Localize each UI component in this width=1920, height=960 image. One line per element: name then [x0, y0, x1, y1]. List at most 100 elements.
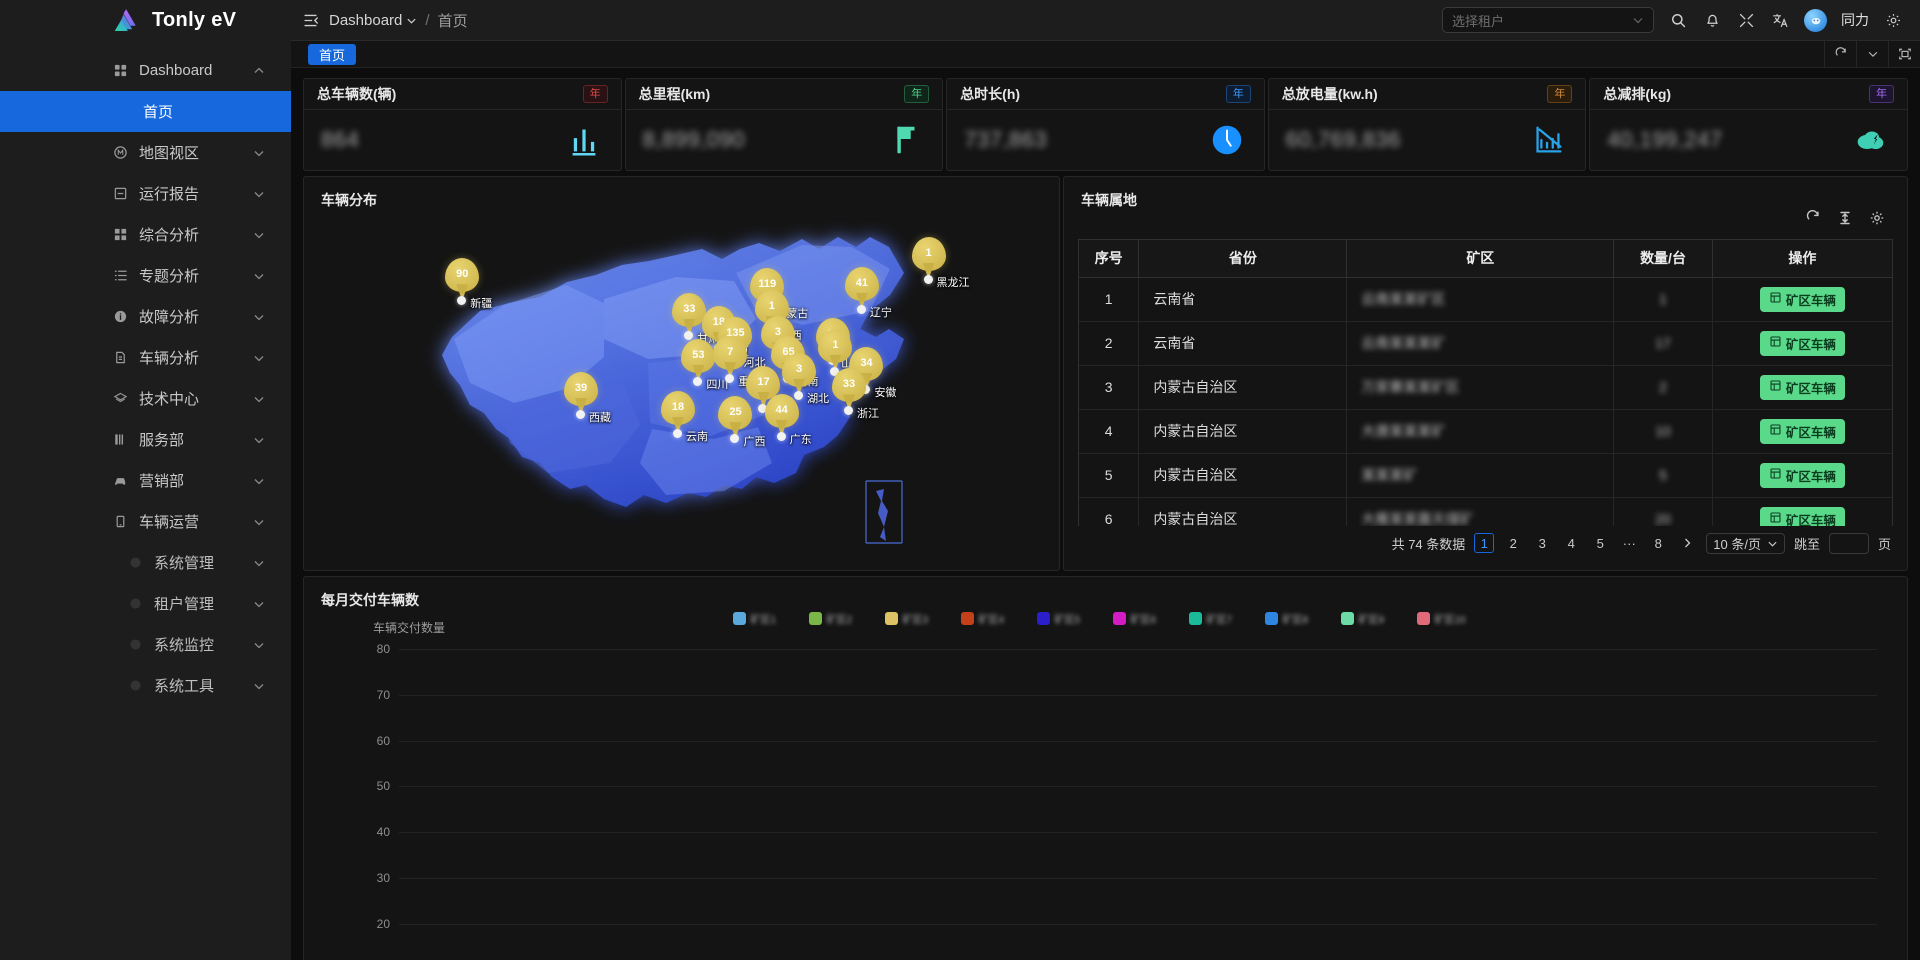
legend-item-2[interactable]: 矿区3	[884, 611, 947, 626]
pagination-page-5[interactable]: 5	[1596, 535, 1604, 551]
table-icon	[1769, 467, 1782, 483]
legend-item-6[interactable]: 矿区7	[1188, 611, 1251, 626]
pagination-page-4[interactable]: 4	[1567, 535, 1575, 551]
info-circle-icon	[113, 309, 128, 324]
avatar[interactable]	[1804, 8, 1827, 32]
map-marker[interactable]: 1江苏	[818, 328, 865, 381]
tab-home[interactable]: 首页	[308, 43, 357, 65]
sidebar-item-tech-center[interactable]: 技术中心	[0, 378, 291, 419]
map-marker[interactable]: 90 新疆	[445, 258, 492, 310]
sidebar-item-map-view[interactable]: 地图视区	[0, 132, 291, 173]
refresh-icon[interactable]	[1824, 40, 1856, 68]
sidebar-item-tenant-management[interactable]: 租户管理	[0, 583, 291, 624]
breadcrumb-root[interactable]: Dashboard	[329, 12, 417, 29]
user-name[interactable]: 同力	[1841, 12, 1869, 28]
mine-vehicles-button[interactable]: 矿区车辆	[1759, 506, 1845, 526]
gear-icon[interactable]	[1883, 10, 1903, 30]
chevron-down-icon	[1768, 541, 1777, 547]
legend-item-9[interactable]: 矿区10	[1416, 611, 1479, 626]
map-marker[interactable]: 33 浙江	[832, 368, 879, 420]
legend-item-0[interactable]: 矿区1	[732, 611, 795, 626]
legend-swatch	[1416, 612, 1430, 625]
stat-card-body: 864	[304, 110, 621, 170]
page-size-select[interactable]: 10 条/页	[1706, 532, 1785, 554]
sidebar-item-home[interactable]: 首页	[0, 91, 291, 132]
jump-page-input[interactable]	[1828, 532, 1869, 554]
pagination-page-1[interactable]: 1	[1474, 533, 1495, 553]
sidebar: Tonly eV Dashboard 首页 地图视区 运行报告 综合分析 专题分析 故障分析…	[0, 0, 291, 960]
gear-icon[interactable]	[1869, 210, 1885, 226]
sidebar-item-system-monitor[interactable]: 系统监控	[0, 624, 291, 665]
map-marker-label: 广西	[743, 436, 766, 449]
mine-vehicles-button[interactable]: 矿区车辆	[1759, 374, 1845, 400]
map-marker[interactable]: 17湖南	[746, 365, 793, 418]
legend-item-7[interactable]: 矿区8	[1264, 611, 1327, 626]
stat-card-period-badge[interactable]: 年	[1225, 85, 1251, 103]
pagination-page-3[interactable]: 3	[1538, 535, 1546, 551]
mine-vehicles-button[interactable]: 矿区车辆	[1759, 330, 1845, 356]
table-scroll-container[interactable]: 序号 省份 矿区 数量/台 操作 1 云南省 云南某某矿区 1 矿区车辆 2 云南省 云南某某某矿 17…	[1078, 239, 1893, 526]
maximize-icon[interactable]	[1888, 40, 1920, 68]
breadcrumb-separator: /	[425, 11, 430, 29]
stat-card-0: 总车辆数(辆) 年 864	[303, 78, 622, 171]
stat-card-period-badge[interactable]: 年	[1868, 85, 1894, 103]
sidebar-item-system-tools[interactable]: 系统工具	[0, 665, 291, 706]
legend-item-1[interactable]: 矿区2	[808, 611, 871, 626]
chart-gridline: 60	[377, 734, 1877, 748]
pagination-page-8[interactable]: 8	[1654, 535, 1662, 551]
refresh-icon[interactable]	[1805, 210, 1821, 226]
legend-item-5[interactable]: 矿区6	[1112, 611, 1175, 626]
sidebar-item-label: 系统监控	[154, 637, 215, 654]
map-marker[interactable]: 39 西藏	[564, 372, 611, 424]
china-map[interactable]: 90新疆39西藏33甘肃18宁夏119内蒙古1山西135河北3陕西15山东41辽…	[304, 177, 1059, 570]
circle-icon	[128, 596, 143, 611]
sidebar-item-dashboard[interactable]: Dashboard	[0, 50, 291, 91]
column-height-icon[interactable]	[1837, 210, 1853, 226]
map-marker[interactable]: 34 安徽	[849, 347, 896, 399]
map-marker-label: 新疆	[470, 298, 493, 311]
bell-icon[interactable]	[1702, 10, 1722, 30]
stat-card-header: 总时长(h) 年	[947, 79, 1264, 110]
sidebar-item-topic-analysis[interactable]: 专题分析	[0, 255, 291, 296]
map-marker[interactable]: 3 湖北	[782, 352, 829, 405]
map-marker-value: 17	[757, 375, 770, 388]
tenant-select[interactable]: 选择租户	[1442, 7, 1654, 33]
legend-item-8[interactable]: 矿区9	[1340, 611, 1403, 626]
map-marker[interactable]: 1 黑龙江	[911, 236, 970, 289]
map-marker[interactable]: 41 辽宁	[844, 266, 892, 319]
tab-bar: 首页	[291, 40, 1920, 68]
brand[interactable]: Tonly eV	[0, 0, 291, 41]
chart-ytick: 70	[376, 687, 390, 702]
stat-card-period-badge[interactable]: 年	[582, 85, 608, 103]
chevron-down-icon	[253, 269, 266, 282]
sidebar-item-fault-analysis[interactable]: 故障分析	[0, 296, 291, 337]
map-marker-label: 湖北	[807, 392, 830, 405]
sidebar-item-run-report[interactable]: 运行报告	[0, 173, 291, 214]
sidebar-item-vehicle-operation[interactable]: 车辆运营	[0, 501, 291, 542]
sidebar-item-comprehensive-analysis[interactable]: 综合分析	[0, 214, 291, 255]
legend-item-4[interactable]: 矿区5	[1036, 611, 1099, 626]
sidebar-item-marketing-dept[interactable]: 营销部	[0, 460, 291, 501]
sidebar-item-service-dept[interactable]: 服务部	[0, 419, 291, 460]
sidebar-item-vehicle-analysis[interactable]: 车辆分析	[0, 337, 291, 378]
translate-icon[interactable]	[1770, 10, 1790, 30]
fullscreen-icon[interactable]	[1736, 10, 1756, 30]
mine-vehicles-button[interactable]: 矿区车辆	[1759, 462, 1845, 488]
map-marker[interactable]: 53 四川	[681, 338, 728, 391]
mine-vehicles-button[interactable]: 矿区车辆	[1759, 286, 1845, 312]
mine-vehicles-button[interactable]: 矿区车辆	[1759, 418, 1845, 444]
map-marker[interactable]: 7重庆	[713, 336, 760, 388]
pagination-page-···[interactable]: ···	[1622, 535, 1636, 551]
pagination-page-2[interactable]: 2	[1509, 535, 1517, 551]
menu-collapse-icon[interactable]	[291, 12, 329, 29]
map-marker[interactable]: 44 广东	[764, 394, 812, 446]
legend-item-3[interactable]: 矿区4	[960, 611, 1023, 626]
search-icon[interactable]	[1668, 10, 1688, 30]
chevron-right-icon[interactable]	[1677, 533, 1697, 553]
stat-card-period-badge[interactable]: 年	[1547, 85, 1573, 103]
map-marker[interactable]: 18 云南	[660, 390, 708, 443]
stat-card-period-badge[interactable]: 年	[904, 85, 930, 103]
map-marker[interactable]: 25 广西	[718, 396, 765, 448]
sidebar-item-system-management[interactable]: 系统管理	[0, 542, 291, 583]
chevron-down-icon[interactable]	[1856, 40, 1888, 68]
